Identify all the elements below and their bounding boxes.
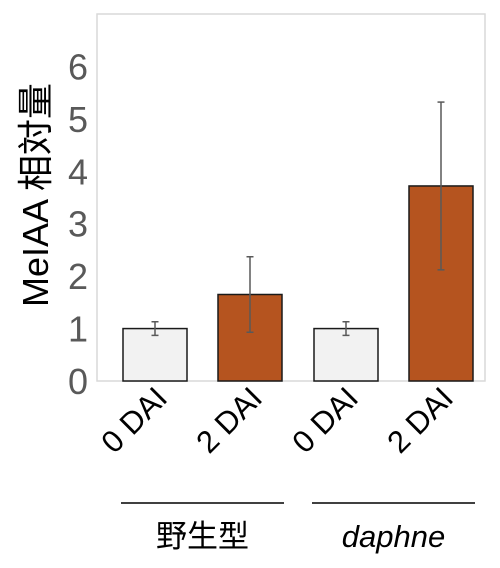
- y-tick-label: 3: [68, 204, 88, 245]
- y-tick-label: 4: [68, 151, 88, 192]
- group-label: 野生型: [156, 519, 249, 554]
- error-bar: [246, 255, 254, 333]
- category-label: 0 DAI: [285, 380, 365, 460]
- y-tick-label: 5: [68, 99, 88, 140]
- bar: [313, 327, 379, 382]
- category-label: 2 DAI: [380, 380, 460, 460]
- category-label: 0 DAI: [94, 380, 174, 460]
- category-label: 2 DAI: [189, 380, 269, 460]
- error-bar: [151, 321, 159, 337]
- error-bar: [342, 321, 350, 337]
- y-tick-label: 6: [68, 46, 88, 87]
- error-bar: [437, 101, 445, 271]
- y-tick-label: 1: [68, 309, 88, 350]
- group-label: daphne: [342, 519, 445, 554]
- y-axis-label: MeIAA 相対量: [15, 83, 56, 307]
- y-tick-label: 0: [68, 361, 88, 402]
- y-tick-label: 2: [68, 256, 88, 297]
- plot-frame: [96, 13, 486, 382]
- bar: [122, 327, 188, 382]
